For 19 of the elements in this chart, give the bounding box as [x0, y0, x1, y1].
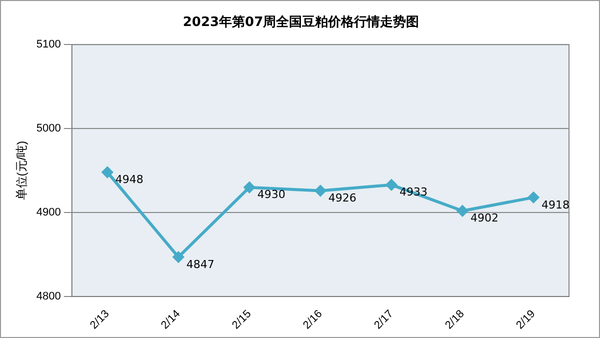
y-tick-label: 4800 [36, 290, 61, 303]
chart-title: 2023年第07周全国豆粕价格行情走势图 [182, 14, 420, 31]
data-label: 4847 [186, 258, 214, 271]
data-label: 4948 [115, 173, 144, 186]
point [528, 192, 539, 203]
point [456, 205, 468, 216]
point [314, 185, 326, 196]
data-label: 4918 [541, 198, 570, 212]
point [172, 252, 184, 263]
y-tick-label: 5100 [36, 38, 61, 51]
point [102, 166, 113, 178]
point [386, 179, 397, 190]
y-tick-label: 4900 [36, 206, 61, 219]
y-tick-label: 5000 [36, 122, 61, 135]
data-label: 4902 [470, 212, 498, 225]
point [244, 182, 255, 193]
data-label: 4926 [328, 192, 356, 205]
data-label: 4930 [257, 188, 286, 202]
y-axis-title: 单位(元/吨) [14, 140, 29, 200]
